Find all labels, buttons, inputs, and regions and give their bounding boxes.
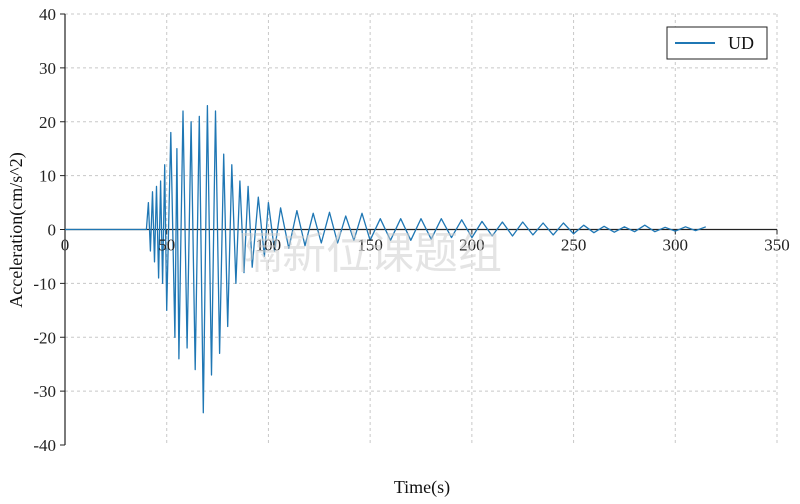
y-tick-label: -10 — [33, 274, 56, 293]
y-tick-label: 40 — [39, 5, 56, 24]
x-tick-label: 200 — [459, 236, 485, 255]
y-tick-label: 30 — [39, 59, 56, 78]
series-line-ud — [65, 104, 707, 414]
y-tick-label: -40 — [33, 436, 56, 455]
y-tick-label: 20 — [39, 113, 56, 132]
watermark: 隔新位课题组 — [238, 228, 502, 279]
y-tick-label: 10 — [39, 167, 56, 186]
y-axis-title: Acceleration(cm/s^2) — [6, 152, 27, 307]
x-tick-label: 50 — [158, 236, 175, 255]
y-tick-label: -20 — [33, 328, 56, 347]
x-tick-label: 350 — [764, 236, 790, 255]
x-axis-title: Time(s) — [394, 477, 450, 498]
legend-box — [666, 26, 768, 60]
x-tick-label: 300 — [663, 236, 689, 255]
x-tick-label: 250 — [561, 236, 587, 255]
y-tick-label: -30 — [33, 382, 56, 401]
series-layer — [65, 104, 707, 414]
legend: UD — [666, 26, 768, 60]
y-tick-label: 0 — [48, 221, 57, 240]
x-tick-label: 0 — [61, 236, 70, 255]
legend-label: UD — [728, 33, 754, 53]
x-tick-label: 100 — [256, 236, 282, 255]
x-tick-label: 150 — [357, 236, 383, 255]
